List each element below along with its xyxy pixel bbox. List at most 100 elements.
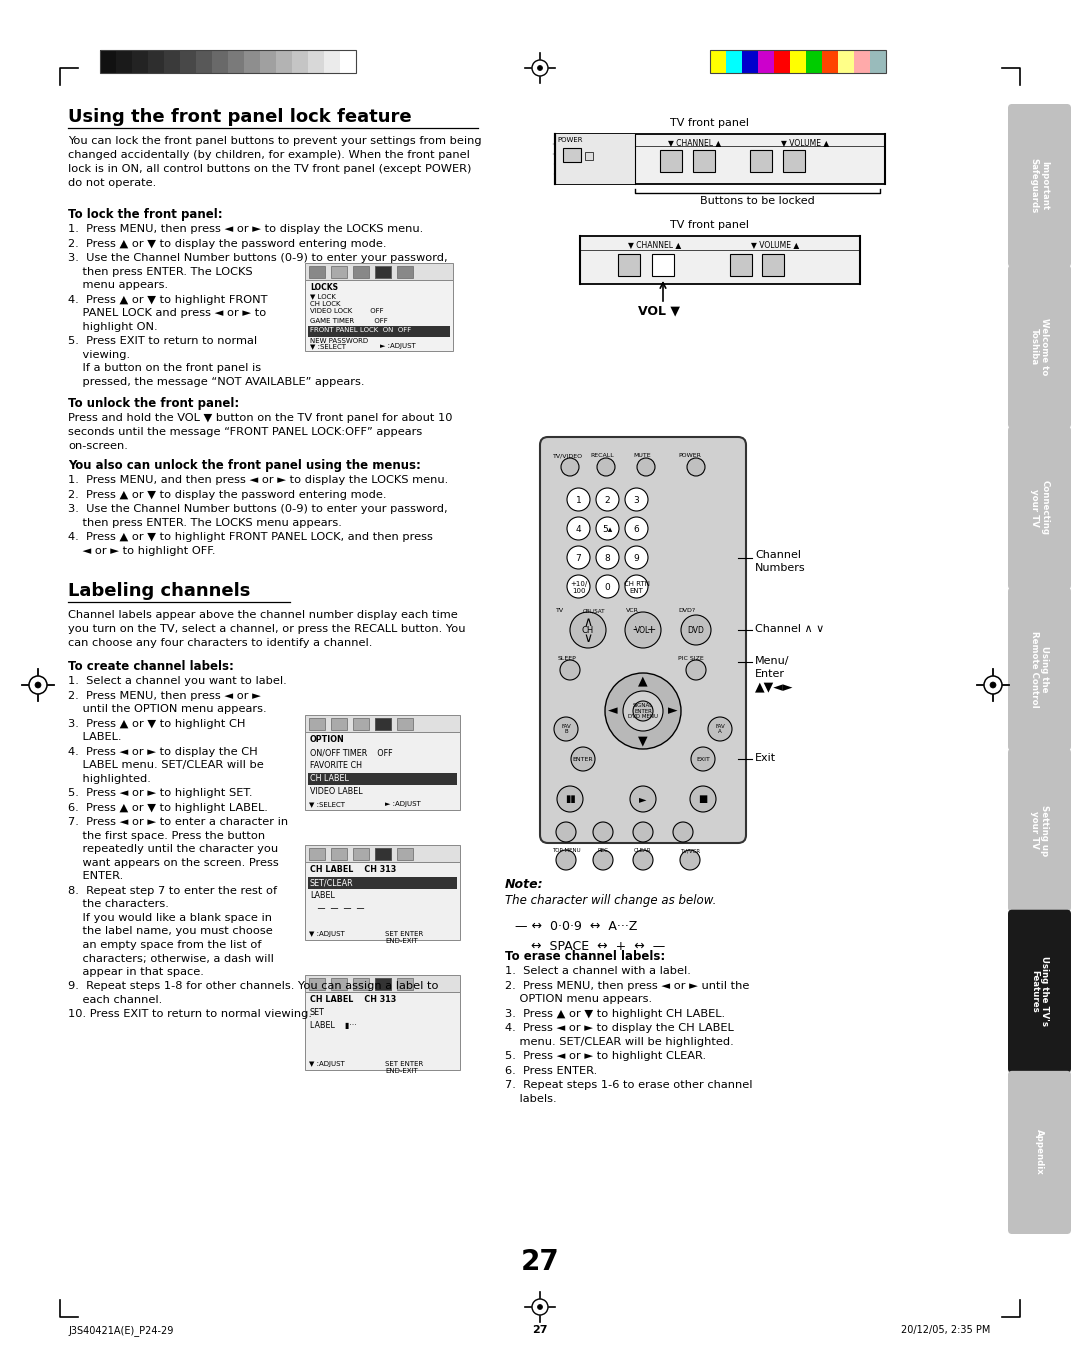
Bar xyxy=(305,263,453,279)
Circle shape xyxy=(691,747,715,771)
Bar xyxy=(870,49,886,73)
Bar xyxy=(330,718,347,729)
Bar xyxy=(305,845,460,862)
Text: POWER: POWER xyxy=(678,453,701,458)
Bar xyxy=(308,49,324,73)
Text: FRONT PANEL LOCK  ON  OFF: FRONT PANEL LOCK ON OFF xyxy=(310,327,411,333)
Circle shape xyxy=(708,717,732,741)
Bar xyxy=(660,149,681,173)
Text: Note:: Note: xyxy=(505,878,543,891)
Bar xyxy=(309,848,325,859)
Text: You also can unlock the front panel using the menus:: You also can unlock the front panel usin… xyxy=(68,459,421,473)
Text: 1.  Select a channel you want to label.: 1. Select a channel you want to label. xyxy=(68,675,287,686)
Bar xyxy=(353,266,369,278)
Text: ◄: ◄ xyxy=(608,704,618,718)
Text: ∧: ∧ xyxy=(583,615,593,629)
Bar xyxy=(397,848,413,859)
Text: 5.  Press EXIT to return to normal
    viewing.
    If a button on the front pan: 5. Press EXIT to return to normal viewin… xyxy=(68,336,365,386)
Bar xyxy=(585,152,593,160)
Bar xyxy=(375,266,391,278)
Circle shape xyxy=(605,673,681,749)
Text: EXIT: EXIT xyxy=(697,756,710,762)
Text: ► :ADJUST: ► :ADJUST xyxy=(384,801,421,807)
Circle shape xyxy=(633,701,653,721)
Circle shape xyxy=(686,660,706,680)
Text: To unlock the front panel:: To unlock the front panel: xyxy=(68,397,240,410)
Text: 3: 3 xyxy=(634,496,639,506)
Text: ▼ VOLUME ▲: ▼ VOLUME ▲ xyxy=(781,138,829,147)
Circle shape xyxy=(556,822,576,843)
Text: SET ENTER
END-EXIT: SET ENTER END-EXIT xyxy=(384,932,423,944)
Text: Using the
Remote Control: Using the Remote Control xyxy=(1030,630,1049,707)
Text: MUTE: MUTE xyxy=(633,453,650,458)
Text: Channel
Numbers: Channel Numbers xyxy=(755,549,806,573)
Text: TV front panel: TV front panel xyxy=(671,118,750,127)
Text: VOL: VOL xyxy=(635,626,650,634)
Text: 2.  Press MENU, then press ◄ or ►
    until the OPTION menu appears.: 2. Press MENU, then press ◄ or ► until t… xyxy=(68,690,267,714)
Bar xyxy=(742,49,758,73)
Text: 2.  Press MENU, then press ◄ or ► until the
    OPTION menu appears.: 2. Press MENU, then press ◄ or ► until t… xyxy=(505,981,750,1004)
Text: VIDEO LABEL: VIDEO LABEL xyxy=(310,786,363,796)
Bar xyxy=(375,978,391,989)
Text: 2.  Press ▲ or ▼ to display the password entering mode.: 2. Press ▲ or ▼ to display the password … xyxy=(68,238,387,248)
Text: LOCKS: LOCKS xyxy=(310,284,338,292)
Bar xyxy=(308,877,457,889)
Text: 4.  Press ◄ or ► to display the CH
    LABEL menu. SET/CLEAR will be
    highlig: 4. Press ◄ or ► to display the CH LABEL … xyxy=(68,747,264,784)
Circle shape xyxy=(561,660,580,680)
Text: 6: 6 xyxy=(634,525,639,534)
Bar xyxy=(305,279,453,351)
Circle shape xyxy=(625,575,648,597)
Text: ▲: ▲ xyxy=(638,674,648,688)
Text: Appendix: Appendix xyxy=(1035,1129,1044,1175)
Bar xyxy=(180,49,195,73)
Text: RECALL: RECALL xyxy=(590,453,613,458)
Text: CH LABEL: CH LABEL xyxy=(310,774,349,784)
Text: 8.  Repeat step 7 to enter the rest of
    the characters.
    If you would like: 8. Repeat step 7 to enter the rest of th… xyxy=(68,885,278,977)
Circle shape xyxy=(596,547,619,569)
Text: PIC SIZE: PIC SIZE xyxy=(678,656,704,660)
Circle shape xyxy=(633,849,653,870)
Text: Connecting
your TV: Connecting your TV xyxy=(1030,481,1049,536)
Text: TV: TV xyxy=(556,608,564,612)
FancyBboxPatch shape xyxy=(1008,910,1071,1073)
Text: 3.  Use the Channel Number buttons (0-9) to enter your password,
    then press : 3. Use the Channel Number buttons (0-9) … xyxy=(68,253,447,290)
Text: ↔  SPACE  ↔  +  ↔  —: ↔ SPACE ↔ + ↔ — xyxy=(515,940,665,954)
Text: ▼ :SELECT: ▼ :SELECT xyxy=(310,342,346,349)
Circle shape xyxy=(538,66,542,70)
Circle shape xyxy=(625,488,648,511)
FancyBboxPatch shape xyxy=(1008,266,1071,429)
Bar xyxy=(260,49,276,73)
Text: Labeling channels: Labeling channels xyxy=(68,582,251,600)
Circle shape xyxy=(596,516,619,540)
Circle shape xyxy=(593,849,613,870)
Text: LABEL    ▮···: LABEL ▮··· xyxy=(310,1021,356,1030)
Text: SLEEP: SLEEP xyxy=(558,656,577,660)
Bar xyxy=(397,718,413,729)
Text: 9.  Repeat steps 1-8 for other channels. You can assign a label to
    each chan: 9. Repeat steps 1-8 for other channels. … xyxy=(68,981,438,1004)
Bar xyxy=(375,718,391,729)
FancyBboxPatch shape xyxy=(1008,1071,1071,1234)
Bar xyxy=(580,236,860,284)
Circle shape xyxy=(680,849,700,870)
Text: ▲▼◄►: ▲▼◄► xyxy=(755,680,794,693)
Bar xyxy=(710,49,886,73)
Bar xyxy=(375,848,391,859)
Bar xyxy=(555,134,885,184)
Text: REC: REC xyxy=(597,848,608,854)
Circle shape xyxy=(690,786,716,812)
Circle shape xyxy=(681,615,711,645)
FancyBboxPatch shape xyxy=(1008,588,1071,751)
Text: ▼ CHANNEL ▲: ▼ CHANNEL ▲ xyxy=(669,138,721,147)
Text: You can lock the front panel buttons to prevent your settings from being
changed: You can lock the front panel buttons to … xyxy=(68,136,482,188)
Text: ▮▮: ▮▮ xyxy=(565,795,576,804)
Text: 1.  Press MENU, and then press ◄ or ► to display the LOCKS menu.: 1. Press MENU, and then press ◄ or ► to … xyxy=(68,475,448,485)
Circle shape xyxy=(570,612,606,648)
Bar xyxy=(726,49,742,73)
Bar xyxy=(195,49,212,73)
Bar xyxy=(164,49,180,73)
Bar xyxy=(244,49,260,73)
Circle shape xyxy=(561,458,579,475)
Bar xyxy=(228,49,244,73)
Text: ▼ :SELECT: ▼ :SELECT xyxy=(309,801,345,807)
Text: ▼ CHANNEL ▲: ▼ CHANNEL ▲ xyxy=(629,240,681,249)
